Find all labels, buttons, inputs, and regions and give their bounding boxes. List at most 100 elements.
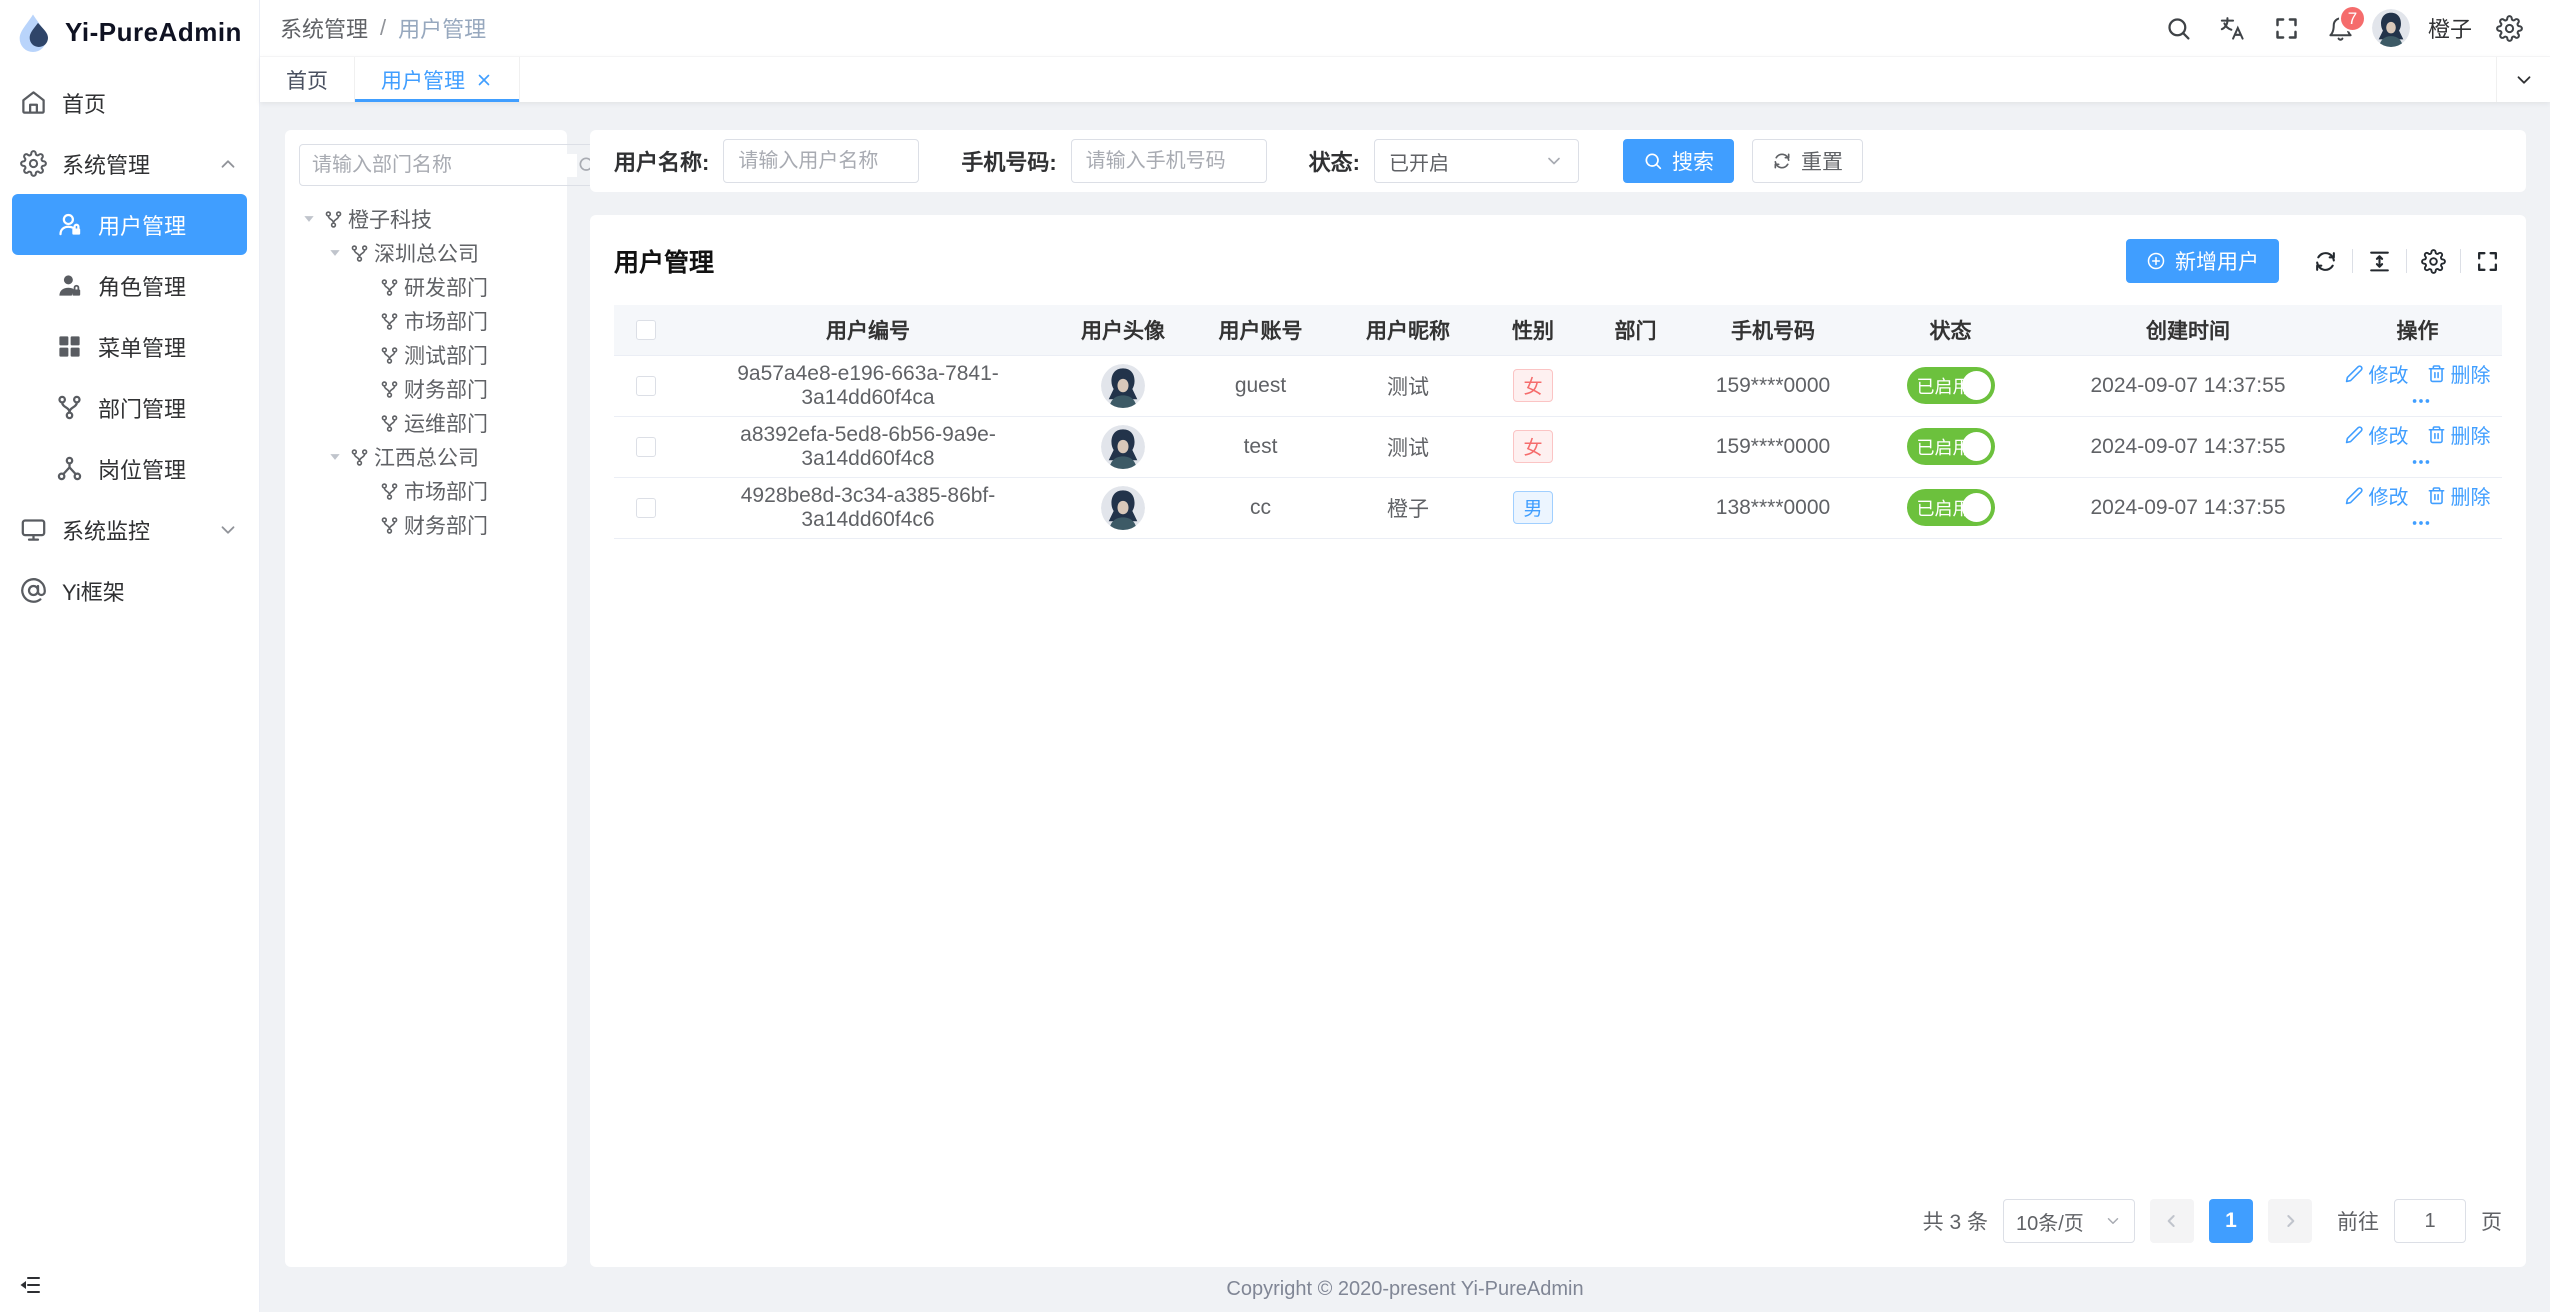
fullscreen-button[interactable]	[2264, 5, 2310, 51]
caret-down-icon[interactable]	[325, 243, 345, 263]
collapse-sidebar-button[interactable]	[0, 1258, 259, 1312]
department-icon	[325, 210, 342, 228]
tree-node[interactable]: 深圳总公司	[299, 236, 553, 270]
row-checkbox[interactable]	[636, 375, 656, 396]
caret-down-icon[interactable]	[299, 209, 319, 229]
chevron-right-icon	[2287, 1215, 2295, 1227]
select-all-checkbox[interactable]	[636, 320, 656, 341]
more-actions-button[interactable]	[2410, 512, 2432, 534]
delete-button[interactable]: 删除	[2427, 420, 2491, 449]
more-actions-button[interactable]	[2410, 390, 2432, 412]
toolbar-divider	[2460, 249, 2461, 273]
avatar[interactable]	[2371, 9, 2410, 47]
sidebar-item-menu-mgmt[interactable]: 菜单管理	[0, 316, 259, 377]
sidebar-item-framework[interactable]: Yi框架	[0, 560, 259, 621]
prev-page-button[interactable]	[2150, 1199, 2194, 1243]
gender-tag: 女	[1513, 369, 1553, 402]
tree-node[interactable]: 市场部门	[299, 474, 553, 508]
breadcrumb-item[interactable]: 系统管理	[280, 17, 369, 42]
more-actions-button[interactable]	[2410, 451, 2432, 473]
sidebar-item-post-mgmt[interactable]: 岗位管理	[0, 438, 259, 499]
cell-nickname: 测试	[1333, 416, 1483, 478]
current-page-button[interactable]: 1	[2209, 1199, 2253, 1243]
table-fullscreen-button[interactable]	[2461, 249, 2502, 274]
status-toggle[interactable]: 已启用	[1906, 367, 1995, 404]
sidebar-item-label: Yi框架	[62, 579, 125, 605]
reset-button[interactable]: 重置	[1751, 139, 1863, 183]
search-button[interactable]	[2156, 5, 2202, 51]
translate-button[interactable]	[2210, 5, 2256, 51]
tree-node-label: 橙子科技	[348, 209, 432, 232]
toggle-knob	[1961, 371, 1991, 400]
fullscreen-icon	[2276, 17, 2298, 39]
status-filter-select[interactable]: 已开启	[1373, 139, 1579, 183]
tree-node[interactable]: 财务部门	[299, 508, 553, 542]
sidebar-item-user-mgmt[interactable]: 用户管理	[12, 194, 247, 255]
tree-node[interactable]: 运维部门	[299, 406, 553, 440]
search-button[interactable]: 搜索	[1622, 139, 1734, 183]
refresh-table-button[interactable]	[2299, 249, 2352, 274]
logo[interactable]: Yi-PureAdmin	[0, 0, 259, 64]
at-icon	[21, 578, 46, 603]
notification-button[interactable]: 7	[2318, 5, 2366, 51]
sidebar-item-home[interactable]: 首页	[0, 72, 259, 133]
monitor-icon	[21, 519, 46, 541]
delete-button[interactable]: 删除	[2427, 481, 2491, 510]
chevron-left-icon	[2167, 1215, 2175, 1227]
tab-menu-button[interactable]	[2496, 57, 2550, 102]
cell-nickname: 橙子	[1333, 477, 1483, 539]
tree-node[interactable]: 橙子科技	[299, 202, 553, 236]
username-filter-input[interactable]	[723, 139, 920, 183]
column-settings-button[interactable]	[2407, 248, 2460, 274]
content: 橙子科技 深圳总公司 研发部门 市场部门	[260, 102, 2550, 1267]
caret-down-icon[interactable]	[325, 447, 345, 467]
goto-page-input[interactable]	[2394, 1199, 2466, 1243]
edit-button[interactable]: 修改	[2345, 420, 2409, 449]
close-icon[interactable]	[475, 71, 493, 89]
edit-button[interactable]: 修改	[2345, 359, 2409, 388]
row-checkbox[interactable]	[636, 497, 656, 518]
sidebar-item-dept-mgmt[interactable]: 部门管理	[0, 377, 259, 438]
department-tree: 橙子科技 深圳总公司 研发部门 市场部门	[299, 202, 553, 542]
status-toggle[interactable]: 已启用	[1906, 428, 1995, 465]
status-toggle[interactable]: 已启用	[1906, 489, 1995, 526]
row-checkbox[interactable]	[636, 436, 656, 457]
next-page-button[interactable]	[2268, 1199, 2312, 1243]
col-user-id: 用户编号	[678, 305, 1058, 356]
add-user-button[interactable]: 新增用户	[2126, 239, 2279, 283]
phone-filter-input[interactable]	[1070, 139, 1267, 183]
delete-button[interactable]: 删除	[2427, 359, 2491, 388]
more-horizontal-icon	[2412, 460, 2429, 464]
department-search-box	[299, 144, 610, 186]
tree-node[interactable]: 市场部门	[299, 304, 553, 338]
sidebar-group-label: 系统管理	[62, 152, 151, 178]
sidebar-item-label: 角色管理	[98, 274, 187, 300]
table-row: 4928be8d-3c34-a385-86bf-3a14dd60f4c6 cc …	[614, 477, 2502, 539]
cell-account: cc	[1188, 477, 1333, 539]
tree-node[interactable]: 测试部门	[299, 338, 553, 372]
tab-home[interactable]: 首页	[260, 57, 355, 102]
cell-created: 2024-09-07 14:37:55	[2043, 477, 2333, 539]
department-icon	[381, 414, 398, 432]
department-search-input[interactable]	[312, 153, 577, 177]
page-unit-label: 页	[2481, 1211, 2502, 1234]
username-filter-label: 用户名称:	[614, 150, 710, 175]
sidebar-group-system[interactable]: 系统管理	[0, 133, 259, 194]
cell-department	[1583, 477, 1688, 539]
tab-user-mgmt[interactable]: 用户管理	[355, 57, 520, 102]
tree-node[interactable]: 研发部门	[299, 270, 553, 304]
col-phone: 手机号码	[1688, 305, 1858, 356]
col-avatar: 用户头像	[1058, 305, 1188, 356]
grid-icon	[59, 336, 80, 357]
density-button[interactable]	[2353, 249, 2406, 274]
username[interactable]: 橙子	[2427, 17, 2472, 42]
sidebar-item-role-mgmt[interactable]: 角色管理	[0, 255, 259, 316]
tree-node[interactable]: 财务部门	[299, 372, 553, 406]
table-row: 9a57a4e8-e196-663a-7841-3a14dd60f4ca gue…	[614, 355, 2502, 417]
settings-button[interactable]	[2486, 5, 2532, 51]
page-size-select[interactable]: 10条/页	[2003, 1199, 2135, 1243]
sidebar-group-monitor[interactable]: 系统监控	[0, 499, 259, 560]
tree-node[interactable]: 江西总公司	[299, 440, 553, 474]
edit-button[interactable]: 修改	[2345, 481, 2409, 510]
